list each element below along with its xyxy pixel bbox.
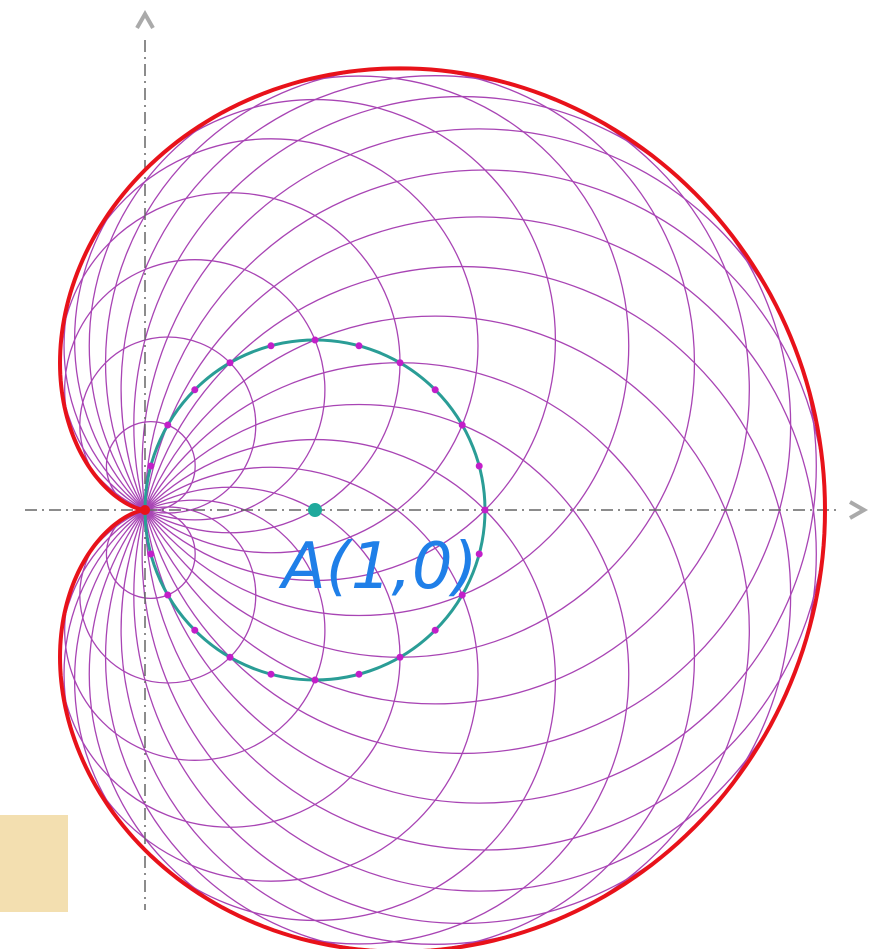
base-point (191, 386, 199, 394)
base-point (164, 591, 172, 599)
base-point (267, 342, 275, 350)
generating-circle (64, 499, 326, 761)
generating-circle (141, 128, 817, 804)
generating-circle (133, 265, 792, 925)
generating-circle (141, 216, 817, 892)
base-point (355, 670, 363, 678)
base-point (431, 626, 439, 634)
base-point (481, 506, 489, 514)
base-point (458, 421, 466, 429)
base-point (475, 462, 483, 470)
base-points (141, 336, 489, 684)
base-point (431, 386, 439, 394)
base-point (164, 421, 172, 429)
origin (140, 505, 150, 515)
point-a (308, 503, 322, 517)
base-point (355, 342, 363, 350)
base-point (226, 653, 234, 661)
generating-circle (63, 138, 479, 554)
base-point (311, 336, 319, 344)
generating-circle (120, 75, 750, 705)
base-point (147, 550, 155, 558)
y-arrow (135, 9, 155, 29)
cardioid (57, 66, 827, 949)
base-point (267, 670, 275, 678)
base-point (458, 591, 466, 599)
generating-circles (59, 67, 826, 949)
generating-circle (63, 466, 479, 882)
base-point (475, 550, 483, 558)
tan-box (0, 815, 68, 912)
base-point (396, 359, 404, 367)
generating-circle (88, 75, 630, 617)
generating-circle (120, 315, 750, 945)
base-point (396, 653, 404, 661)
base-point (226, 359, 234, 367)
x-arrow (849, 500, 869, 520)
generating-circle (64, 259, 326, 521)
base-point (311, 676, 319, 684)
point-label: A(1,0) (278, 530, 478, 604)
base-point (147, 462, 155, 470)
base-point (191, 626, 199, 634)
generating-circle (88, 403, 630, 945)
